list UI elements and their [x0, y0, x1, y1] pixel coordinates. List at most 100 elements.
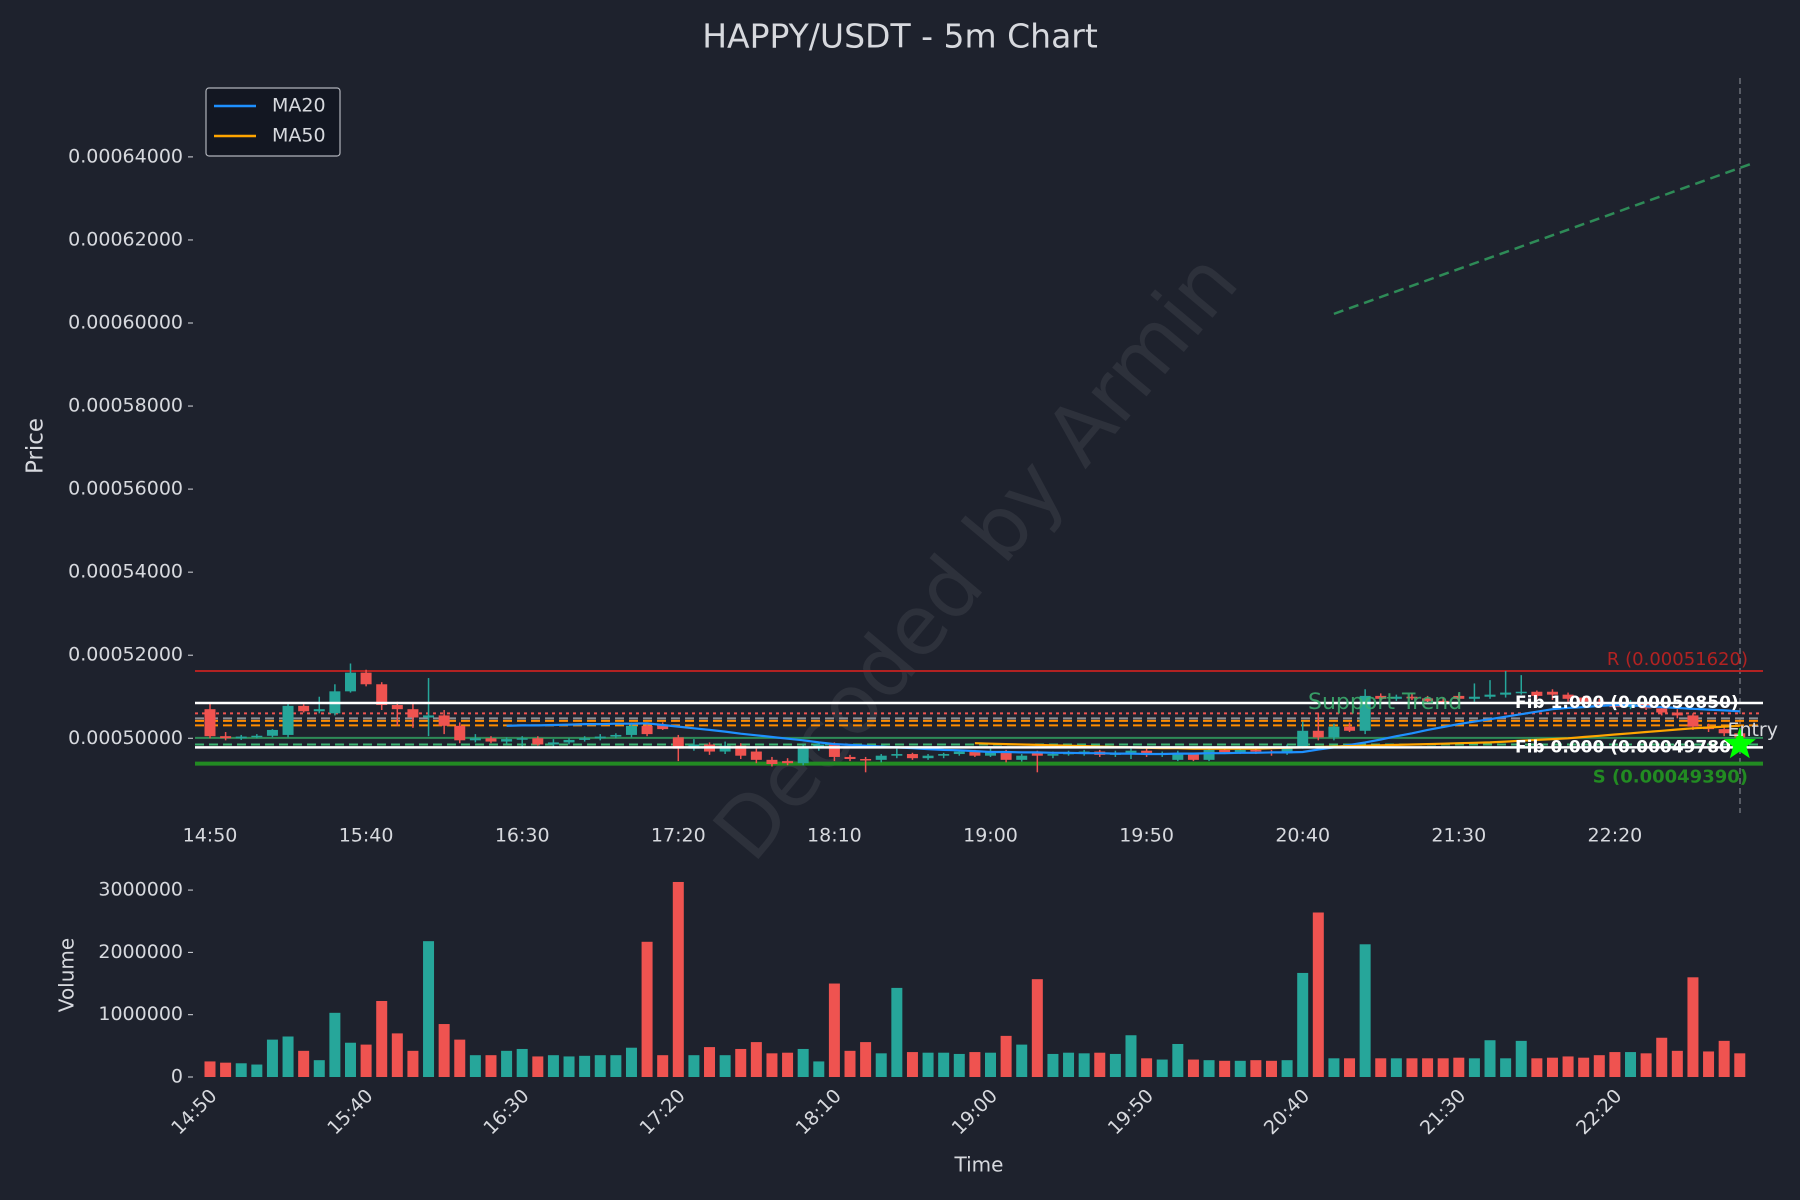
candle-body — [1359, 695, 1371, 731]
volume-bar — [1359, 944, 1371, 1077]
volume-bar — [1281, 1060, 1293, 1077]
volume-bar — [891, 987, 903, 1077]
x-tick-label: 17:20 — [651, 825, 706, 847]
fib-label: Fib 0.000 (0.00049780) — [1515, 737, 1739, 757]
volume-bar — [1562, 1056, 1574, 1077]
volume-bar — [1172, 1043, 1184, 1077]
volume-tick-label: 1000000 — [98, 1003, 183, 1025]
candle-body — [594, 736, 606, 739]
candle-body — [547, 742, 559, 745]
volume-bar — [938, 1052, 950, 1077]
volume-bar — [1515, 1040, 1527, 1077]
volume-bar — [1063, 1052, 1075, 1077]
volume-bar — [563, 1056, 575, 1077]
volume-bar — [875, 1053, 887, 1077]
volume-bar — [1453, 1057, 1465, 1077]
volume-bar — [704, 1047, 716, 1077]
volume-bar — [922, 1052, 934, 1077]
candle-body — [797, 747, 809, 764]
volume-bar — [516, 1048, 528, 1077]
candle-body — [1718, 729, 1730, 734]
y-tick-label: 0.00056000 — [68, 478, 183, 500]
volume-bar — [1703, 1051, 1715, 1077]
volume-bar — [1578, 1057, 1590, 1077]
candle-body — [532, 738, 544, 745]
candle-body — [469, 738, 481, 741]
candle-body — [1422, 698, 1434, 701]
x-tick-label: 19:00 — [963, 825, 1018, 847]
trend-line — [1333, 161, 1756, 316]
volume-bar — [657, 1055, 669, 1077]
candle-body — [407, 709, 419, 718]
volume-bar — [1000, 1035, 1012, 1077]
candle-body — [563, 739, 575, 743]
volume-bar — [391, 1033, 403, 1077]
y-tick-label: 0.00054000 — [68, 561, 183, 583]
candle-body — [1531, 691, 1543, 696]
candle-body — [891, 754, 903, 756]
volume-bar — [407, 1050, 419, 1077]
candle-body — [282, 705, 294, 735]
candle-body — [1484, 694, 1496, 697]
y-tick-label: 0.00058000 — [68, 395, 183, 417]
candle-body — [641, 725, 653, 735]
volume-bar — [1344, 1058, 1356, 1077]
volume-tick-label: 3000000 — [98, 879, 183, 901]
x-axis-label: Time — [954, 1153, 1004, 1177]
candle-body — [1562, 694, 1574, 699]
volume-bar — [1141, 1058, 1153, 1077]
candle-body — [454, 725, 466, 741]
volume-bar — [625, 1047, 637, 1077]
legend-label: MA20 — [272, 95, 326, 117]
candle-body — [938, 754, 950, 756]
volume-bar — [1593, 1055, 1605, 1077]
y-tick-label: 0.00060000 — [68, 312, 183, 334]
volume-bar — [985, 1052, 996, 1077]
x-tick-label: 18:10 — [807, 825, 862, 847]
volume-bar — [266, 1039, 278, 1077]
entry-label: Entry — [1727, 719, 1778, 741]
volume-bar — [454, 1039, 466, 1077]
candle-body — [1468, 696, 1480, 699]
volume-bar — [828, 983, 840, 1077]
candle-body — [1515, 691, 1527, 694]
y-tick-label: 0.00064000 — [68, 145, 183, 167]
candle-body — [235, 736, 247, 739]
candle-body — [1125, 750, 1137, 753]
candle-body — [1344, 726, 1356, 731]
volume-bar — [1219, 1060, 1231, 1077]
x-tick-label: 19:50 — [1119, 825, 1174, 847]
volume-bar — [719, 1055, 731, 1077]
volume-bar — [1312, 912, 1324, 1077]
candle-body — [782, 761, 794, 764]
candle-body — [1312, 730, 1324, 738]
volume-bar — [547, 1055, 559, 1077]
volume-bar — [501, 1050, 513, 1077]
volume-bar — [532, 1056, 544, 1077]
ma-line — [506, 703, 1740, 756]
candle-body — [423, 715, 435, 718]
volume-bar — [1406, 1058, 1418, 1077]
candle-body — [844, 756, 856, 760]
candle-body — [1297, 730, 1309, 747]
volume-bar — [1687, 977, 1699, 1077]
entry-marker — [1723, 727, 1756, 759]
volume-bar — [969, 1052, 981, 1077]
candle-body — [298, 705, 310, 712]
candle-body — [1047, 754, 1059, 756]
candle-body — [813, 744, 825, 748]
candle-body — [672, 737, 684, 749]
volume-bar — [329, 1012, 341, 1077]
candle-body — [501, 739, 513, 742]
volume-bar — [1609, 1052, 1621, 1077]
volume-bar — [610, 1055, 622, 1077]
volume-bar — [298, 1050, 310, 1077]
volume-bar — [1094, 1052, 1106, 1077]
volume-bar — [782, 1052, 794, 1077]
volume-bar — [1250, 1060, 1262, 1077]
x-tick-label: 14:50 — [183, 825, 238, 847]
volume-bar — [1718, 1040, 1730, 1077]
volume-bar — [376, 1000, 388, 1077]
support-label: S (0.00049390) — [1593, 767, 1748, 788]
candle-body — [985, 751, 996, 756]
